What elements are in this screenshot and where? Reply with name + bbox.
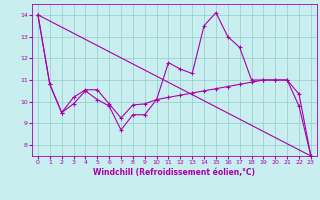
X-axis label: Windchill (Refroidissement éolien,°C): Windchill (Refroidissement éolien,°C) [93, 168, 255, 177]
